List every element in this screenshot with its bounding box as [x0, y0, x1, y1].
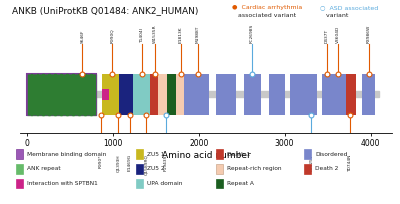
Text: ZU5 2: ZU5 2 — [147, 166, 165, 171]
Text: FC2698S: FC2698S — [250, 23, 254, 42]
Text: ZU5 1: ZU5 1 — [147, 152, 165, 156]
Text: variant: variant — [320, 13, 348, 18]
X-axis label: Amino acid number: Amino acid number — [162, 151, 250, 160]
Bar — [184, 74, 209, 115]
Text: Interaction with SPTBN1: Interaction with SPTBN1 — [27, 181, 98, 186]
Text: T1404I: T1404I — [140, 28, 144, 42]
Bar — [102, 74, 119, 115]
Bar — [362, 74, 375, 115]
Bar — [119, 74, 134, 115]
Bar — [102, 89, 109, 100]
Text: ANK repeat: ANK repeat — [27, 166, 61, 171]
Text: D437T: D437T — [325, 28, 329, 42]
Text: Q1393H: Q1393H — [116, 154, 120, 172]
Text: Disordered: Disordered — [315, 152, 348, 156]
Text: E1813K: E1813K — [179, 26, 183, 42]
Bar — [244, 74, 262, 115]
Text: V3604D: V3604D — [336, 25, 340, 42]
Text: Repeat A: Repeat A — [227, 181, 254, 186]
Bar — [27, 91, 379, 97]
Text: ○  ASD associated: ○ ASD associated — [320, 5, 378, 10]
Text: R990Q: R990Q — [110, 28, 114, 42]
Text: E3425V: E3425V — [309, 154, 313, 171]
Text: Repeat-rich region: Repeat-rich region — [227, 166, 282, 171]
Bar — [27, 74, 96, 115]
Bar — [290, 74, 317, 115]
Text: R3986W: R3986W — [367, 24, 371, 42]
Bar — [322, 74, 346, 115]
Bar — [134, 74, 150, 115]
Text: P1943S: P1943S — [164, 154, 168, 171]
Text: UPA domain: UPA domain — [147, 181, 182, 186]
Text: Q1589RQ: Q1589RQ — [144, 154, 148, 175]
Text: M1988T: M1988T — [196, 25, 200, 42]
Bar — [27, 74, 96, 115]
Text: associated variant: associated variant — [232, 13, 296, 18]
Bar — [167, 74, 176, 115]
Text: Death 2: Death 2 — [315, 166, 338, 171]
Text: Membrane binding domain: Membrane binding domain — [27, 152, 106, 156]
Bar — [150, 74, 158, 115]
Bar — [346, 74, 356, 115]
Bar — [158, 74, 184, 115]
Text: S646F: S646F — [80, 29, 84, 42]
Bar — [269, 74, 285, 115]
Text: TD744N: TD744N — [348, 154, 352, 172]
Bar — [216, 74, 236, 115]
Text: W1535R: W1535R — [153, 24, 157, 42]
Text: ANKB (UniProtKB Q01484: ANK2_HUMAN): ANKB (UniProtKB Q01484: ANK2_HUMAN) — [12, 6, 198, 15]
Text: ●  Cardiac arrhythmia: ● Cardiac arrhythmia — [232, 5, 302, 10]
Text: Death 1: Death 1 — [227, 152, 250, 156]
Text: R990*: R990* — [99, 154, 103, 168]
Text: E1469G: E1469G — [128, 154, 132, 171]
